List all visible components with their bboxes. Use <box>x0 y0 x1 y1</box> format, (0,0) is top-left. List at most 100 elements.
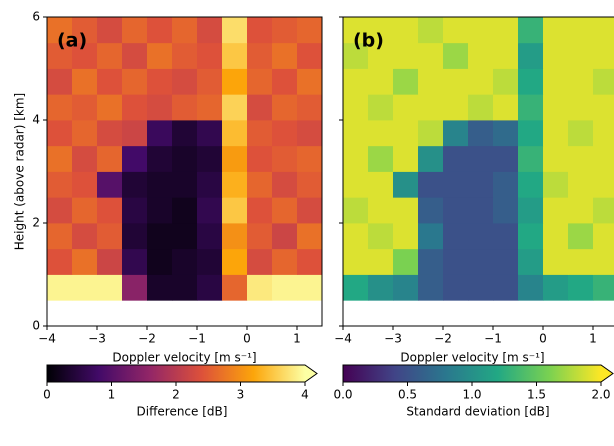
heatmap-cell <box>122 248 148 275</box>
heatmap-cell <box>568 68 594 95</box>
heatmap-cell <box>147 274 173 301</box>
heatmap-cell <box>197 248 223 275</box>
heatmap-cell <box>468 17 494 44</box>
heatmap-cell <box>543 223 569 250</box>
heatmap-cell <box>543 274 569 301</box>
heatmap-cell <box>493 94 519 121</box>
colorbar-tick-label: 2 <box>172 388 180 402</box>
heatmap-cell <box>247 17 273 44</box>
heatmap-cell <box>247 274 273 301</box>
heatmap-cell <box>247 197 273 224</box>
x-tick-label: −4 <box>38 332 56 346</box>
heatmap-cell <box>543 17 569 44</box>
heatmap-cell <box>368 68 394 95</box>
x-tick-label: −2 <box>434 332 452 346</box>
heatmap-cell <box>297 171 323 198</box>
heatmap-cell <box>197 94 223 121</box>
heatmap-cell <box>593 248 614 275</box>
heatmap-cell <box>368 274 394 301</box>
heatmap-cell <box>468 68 494 95</box>
heatmap-cell <box>247 223 273 250</box>
heatmap-cell <box>147 197 173 224</box>
colorbar-tick-label: 4 <box>301 388 309 402</box>
heatmap-cell <box>297 197 323 224</box>
heatmap-cell <box>443 17 469 44</box>
x-tick-label: −3 <box>88 332 106 346</box>
heatmap-cell <box>518 223 544 250</box>
heatmap-cell <box>122 223 148 250</box>
heatmap-cell <box>568 94 594 121</box>
x-axis-label: Doppler velocity [m s⁻¹] <box>112 351 256 365</box>
heatmap-cell <box>97 248 123 275</box>
x-tick-label: 0 <box>539 332 547 346</box>
heatmap-cell <box>247 120 273 147</box>
x-tick-label: 1 <box>589 332 597 346</box>
heatmap-cell <box>247 94 273 121</box>
heatmap-cell <box>393 120 419 147</box>
heatmap-cell <box>593 197 614 224</box>
heatmap-cell <box>443 68 469 95</box>
heatmap-cell <box>343 17 369 44</box>
heatmap-cell <box>122 42 148 69</box>
heatmap-cell <box>297 17 323 44</box>
panel-label: (a) <box>57 30 87 52</box>
heatmap-cell <box>97 68 123 95</box>
heatmap-cell <box>443 94 469 121</box>
heatmap-cell <box>493 120 519 147</box>
heatmap-cell <box>593 223 614 250</box>
heatmap-cell <box>47 171 73 198</box>
heatmap-cell <box>493 197 519 224</box>
heatmap-cell <box>493 17 519 44</box>
heatmap-cell <box>197 17 223 44</box>
panel-label: (b) <box>353 30 384 52</box>
heatmap-cell <box>368 223 394 250</box>
heatmap-cell <box>568 223 594 250</box>
heatmap-cell <box>247 68 273 95</box>
heatmap-cell <box>418 120 444 147</box>
heatmap-cell <box>197 197 223 224</box>
heatmap-cell <box>197 68 223 95</box>
heatmap-cell <box>518 94 544 121</box>
heatmap-cell <box>568 17 594 44</box>
heatmap-cell <box>72 223 98 250</box>
heatmap-cell <box>247 248 273 275</box>
y-tick-label: 6 <box>32 10 40 24</box>
heatmap-cell <box>72 145 98 172</box>
heatmap-cell <box>443 248 469 275</box>
heatmap-cell <box>222 197 248 224</box>
heatmap-cell <box>343 68 369 95</box>
heatmap-cell <box>222 145 248 172</box>
heatmap-cell <box>222 171 248 198</box>
y-tick-label: 4 <box>32 113 40 127</box>
heatmap-cell <box>493 274 519 301</box>
heatmap-cell <box>468 248 494 275</box>
heatmap-cell <box>443 274 469 301</box>
heatmap-cell <box>518 17 544 44</box>
heatmap-cell <box>543 197 569 224</box>
heatmap-cell <box>343 197 369 224</box>
heatmap-cell <box>197 120 223 147</box>
heatmap-cell <box>393 42 419 69</box>
heatmap-cell <box>172 197 198 224</box>
heatmap-cell <box>418 274 444 301</box>
heatmap-cell <box>147 145 173 172</box>
heatmap-cell <box>568 171 594 198</box>
heatmap-cell <box>97 42 123 69</box>
heatmap-cell <box>518 171 544 198</box>
heatmap-cell <box>172 17 198 44</box>
heatmap-cell <box>468 145 494 172</box>
heatmap-cell <box>468 42 494 69</box>
heatmap-cell <box>543 94 569 121</box>
heatmap-cell <box>418 42 444 69</box>
x-tick-label: −1 <box>188 332 206 346</box>
heatmap-cell <box>47 68 73 95</box>
heatmap-cell <box>172 171 198 198</box>
colorbar-tick-label: 0.5 <box>398 388 417 402</box>
colorbar-label: Standard deviation [dB] <box>406 405 549 419</box>
heatmap-cell <box>518 248 544 275</box>
heatmap-cell <box>393 94 419 121</box>
heatmap-cell <box>147 171 173 198</box>
heatmap-cell <box>568 120 594 147</box>
heatmap-cell <box>393 274 419 301</box>
